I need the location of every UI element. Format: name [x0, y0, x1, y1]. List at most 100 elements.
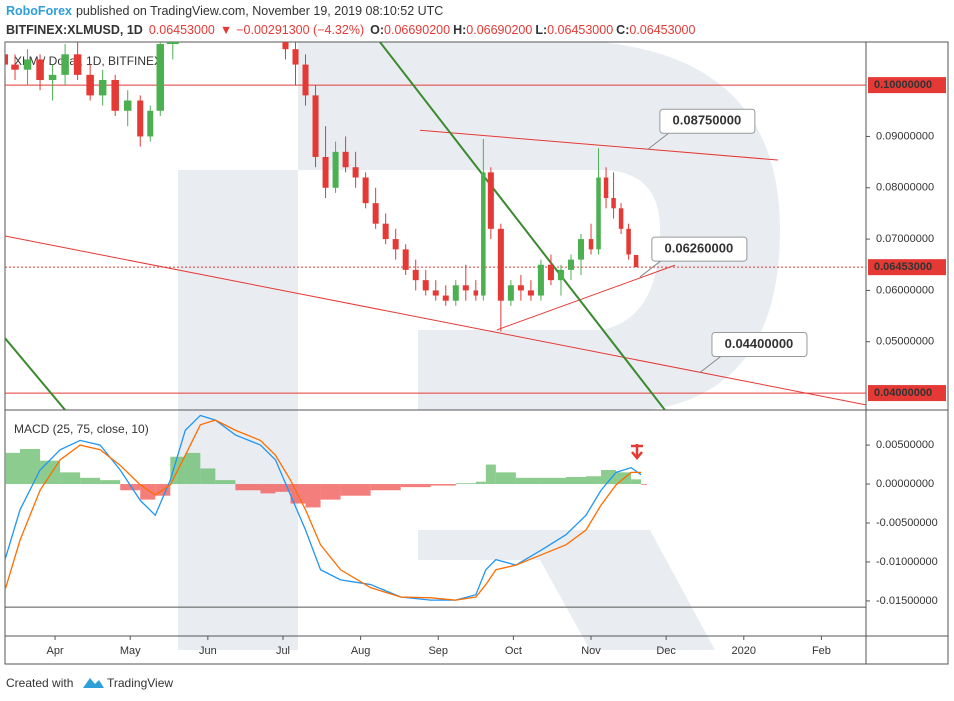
histogram-bar: [215, 480, 236, 485]
x-tick-label: May: [120, 645, 141, 657]
candle-body: [507, 285, 514, 301]
candle-body: [603, 177, 609, 199]
candle-body: [123, 100, 132, 111]
histogram-bar: [235, 484, 261, 491]
y-tick-label: -0.00500000: [876, 517, 938, 529]
x-tick-label: Nov: [581, 645, 601, 657]
candle-body: [166, 42, 179, 45]
trendline: [5, 235, 866, 406]
level-label: 0.10000000: [874, 79, 932, 91]
candle-body: [292, 49, 299, 65]
histogram-bar: [200, 468, 216, 485]
y-tick-label: 0.08000000: [876, 182, 934, 194]
candle-body: [61, 54, 69, 75]
h-label: H:: [453, 23, 466, 37]
candle-body: [86, 74, 94, 96]
candle-body: [36, 59, 44, 80]
histogram-bar: [631, 479, 642, 485]
level-label: 0.04000000: [874, 387, 932, 399]
footer-brand: TradingView: [107, 676, 173, 690]
candle-body: [537, 264, 544, 296]
candle-body: [11, 64, 19, 70]
histogram-bar: [5, 452, 21, 485]
y-tick-label: 0.09000000: [876, 130, 934, 142]
candle-body: [332, 151, 339, 188]
candle-body: [452, 285, 459, 301]
macd-line: [5, 419, 642, 601]
histogram-bar: [565, 477, 587, 485]
candle-body: [567, 259, 574, 270]
candle-body: [611, 198, 616, 209]
candle-body: [527, 290, 534, 296]
x-tick-label: Dec: [656, 645, 676, 657]
histogram-bar: [305, 484, 321, 508]
histogram-bar: [80, 477, 101, 485]
candle-body: [596, 177, 601, 250]
histogram-bar: [641, 484, 648, 485]
header-line: RoboForex published on TradingView.com, N…: [6, 4, 443, 18]
price-pane-title: XLM / Dollar, 1D, BITFINEX: [14, 54, 162, 68]
histogram-bar: [400, 484, 431, 488]
x-tick-label: Oct: [505, 645, 522, 657]
x-tick-label: Aug: [351, 645, 371, 657]
frame: [4, 41, 949, 665]
o-label: O:: [370, 23, 384, 37]
macd-title: MACD (25, 75, close, 10): [14, 422, 149, 436]
candle-body: [98, 79, 107, 96]
close: 0.06453000: [629, 23, 695, 37]
symbol: BITFINEX:XLMUSD, 1D: [6, 23, 143, 37]
level-box: [868, 77, 946, 94]
candle-body: [302, 64, 309, 96]
x-tick-label: 2020: [732, 645, 756, 657]
histogram-bar: [495, 472, 516, 485]
candle-body: [633, 254, 639, 268]
callout-box: [659, 108, 756, 134]
candle-body: [5, 54, 9, 65]
last: 0.06453000: [149, 23, 215, 37]
candle-body: [442, 295, 449, 301]
candle-body: [487, 172, 494, 229]
callout-label: 0.04400000: [725, 336, 794, 351]
y-tick-label: 0.00500000: [876, 439, 934, 451]
level-box: [868, 385, 946, 402]
x-tick-label: Jul: [276, 645, 290, 657]
histogram-bar: [485, 464, 496, 485]
candle-body: [147, 110, 154, 137]
histogram-bar: [120, 484, 141, 491]
callout-label: 0.08750000: [673, 113, 742, 128]
histogram-bar: [515, 477, 541, 485]
candle-body: [577, 239, 585, 260]
trendline: [5, 337, 66, 410]
macd-plot: [5, 414, 866, 608]
price-plot: [5, 42, 866, 410]
trendline: [379, 42, 666, 410]
quote-line: BITFINEX:XLMUSD, 1D 0.06453000 ▼ −0.0029130…: [6, 23, 695, 37]
candle-body: [547, 264, 554, 281]
callout-box: [711, 332, 808, 358]
histogram-bar: [100, 480, 121, 485]
logo: [83, 678, 104, 688]
callout-box: [651, 236, 748, 262]
histogram-bar: [430, 484, 456, 486]
candle-body: [111, 79, 119, 111]
candle-body: [282, 42, 289, 50]
candle-body: [156, 44, 165, 111]
candle-body: [23, 59, 32, 70]
c-label: C:: [616, 23, 629, 37]
candle-body: [322, 156, 329, 188]
published: published on TradingView.com, November 1…: [76, 4, 443, 18]
candle-body: [462, 285, 469, 291]
y-tick-label: 0.05000000: [876, 336, 934, 348]
candle-body: [402, 249, 409, 270]
candle-body: [372, 203, 379, 224]
histogram-bar: [340, 484, 371, 496]
callout-label: 0.06260000: [665, 241, 734, 256]
y-tick-label: -0.01000000: [876, 556, 938, 568]
alert-arrow: [631, 444, 643, 460]
histogram-bar: [601, 470, 617, 485]
candle-body: [382, 223, 389, 240]
histogram-bar: [20, 448, 41, 485]
candle-body: [48, 74, 57, 80]
